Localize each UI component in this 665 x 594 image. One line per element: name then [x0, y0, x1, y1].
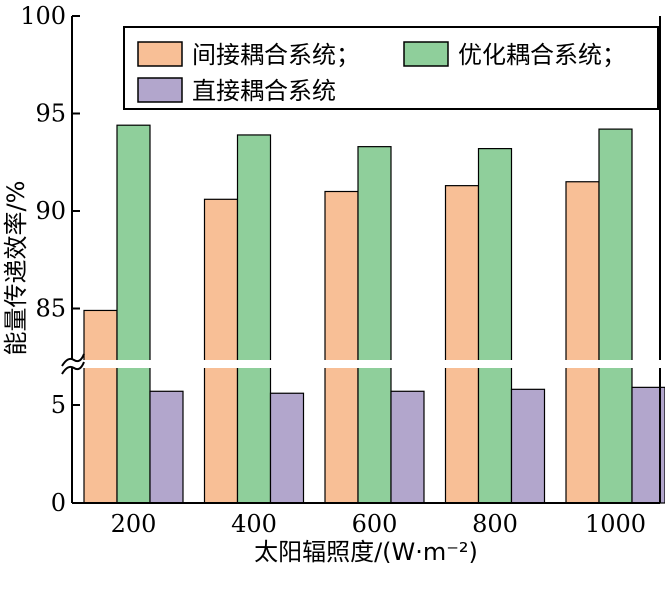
- bar-series2-cat0: [149, 390, 184, 504]
- x-tick-label-0: 200: [111, 510, 157, 538]
- legend: 间接耦合系统； 优化耦合系统； 直接耦合系统: [123, 26, 659, 110]
- y-tick-label-3: 90: [35, 197, 66, 225]
- axis-break-marks: [61, 353, 85, 375]
- x-tick-label-1: 400: [231, 510, 277, 538]
- y-axis-title: 能量传递效率/%: [2, 181, 30, 356]
- bar-series0-cat3: [444, 185, 480, 504]
- x-tick-label-4: 1000: [585, 510, 646, 538]
- legend-label-direct: 直接耦合系统: [192, 77, 336, 105]
- y-tick-label-0: 0: [51, 489, 66, 517]
- x-tick-label-3: 800: [472, 510, 518, 538]
- y-tick-label-4: 95: [35, 100, 66, 128]
- x-ticks: 200 400 600 800 1000: [111, 510, 646, 538]
- legend-swatch-indirect: [137, 41, 183, 67]
- bar-series2-cat1: [269, 392, 305, 504]
- legend-swatch-direct: [137, 77, 183, 103]
- axes: [71, 16, 661, 504]
- legend-box: [123, 26, 659, 110]
- bars-layer: [83, 124, 665, 504]
- bar-series1-cat3: [477, 148, 513, 504]
- y-tick-label-5: 100: [20, 2, 66, 30]
- bar-series2-cat3: [510, 388, 546, 504]
- bar-series0-cat1: [203, 198, 239, 504]
- bar-series1-cat2: [357, 146, 392, 504]
- bar-series0-cat2: [324, 190, 359, 504]
- bar-series1-cat1: [236, 134, 272, 504]
- y-ticks: 0 5 85 90 95 100: [20, 2, 80, 517]
- y-tick-label-2: 85: [35, 295, 66, 323]
- legend-label-indirect: 间接耦合系统；: [192, 41, 360, 69]
- bar-series0-cat0: [83, 309, 118, 504]
- bar-series1-cat0: [116, 124, 151, 504]
- x-axis-title: 太阳辐照度/(W·m⁻²): [254, 538, 478, 566]
- x-tick-label-2: 600: [352, 510, 398, 538]
- legend-label-optimized: 优化耦合系统；: [458, 41, 626, 69]
- legend-swatch-optimized: [403, 41, 449, 67]
- axis-break-gap: [60, 360, 660, 368]
- y-tick-label-1: 5: [51, 391, 66, 419]
- bar-series1-cat4: [598, 128, 633, 504]
- bar-series2-cat2: [390, 390, 425, 504]
- bar-series0-cat4: [565, 181, 600, 504]
